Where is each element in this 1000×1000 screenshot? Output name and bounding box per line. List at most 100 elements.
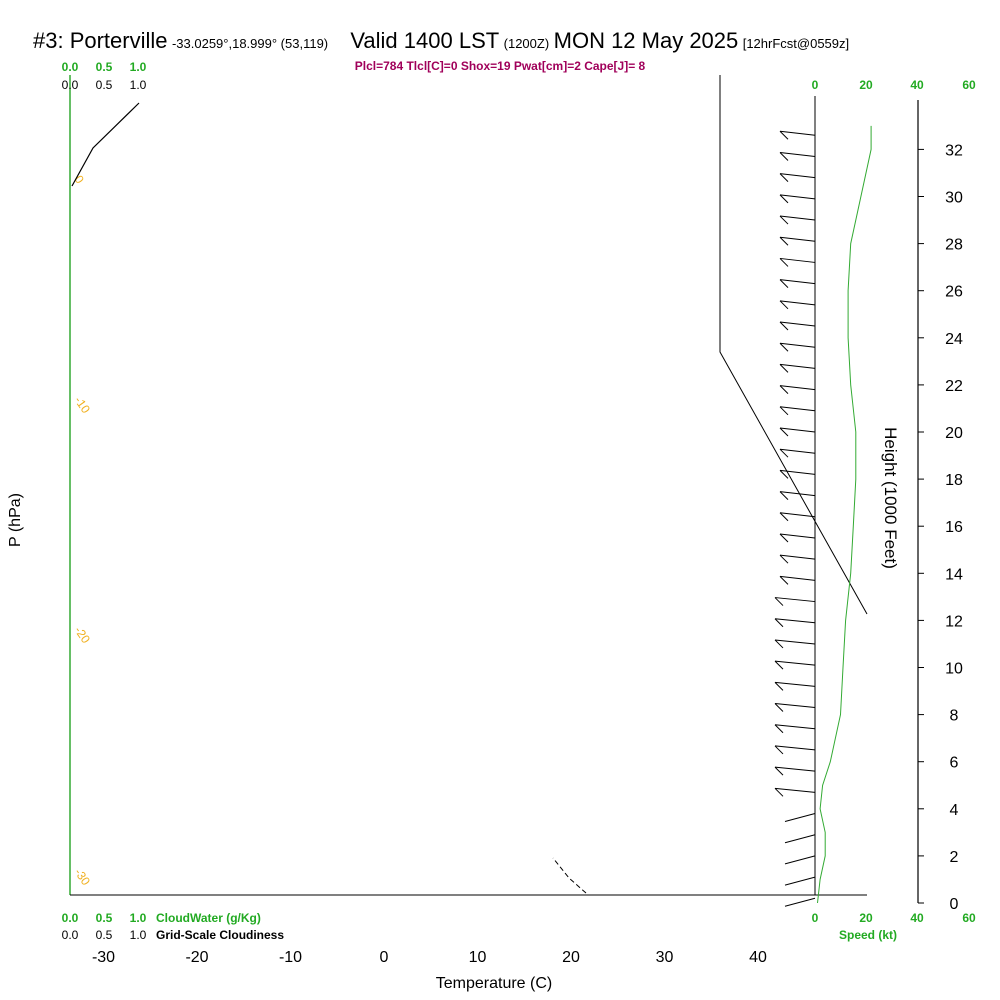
isotherm-label: -20 [72, 624, 94, 647]
speed-tick-bottom: 20 [859, 911, 873, 925]
wind-barb [784, 855, 816, 865]
forecast-info: [12hrFcst@0559z] [742, 36, 850, 51]
cloudwater-tick-bottom: 0.5 [96, 911, 113, 925]
wind-barb-shaft [774, 597, 816, 603]
wind-barb-shaft [779, 469, 816, 475]
cloudiness-tick-bottom: 0.0 [62, 928, 79, 942]
wind-barb-shaft [774, 787, 816, 793]
wind-barb [779, 173, 816, 183]
wind-barb [779, 385, 816, 394]
wind-barb [774, 724, 816, 734]
speed-tick-top: 20 [859, 78, 873, 92]
wind-speed-curve [817, 125, 872, 904]
wind-barb-shaft [779, 151, 816, 157]
wind-barb [784, 876, 816, 886]
wind-barb-shaft [784, 876, 816, 886]
height-tick-label: 20 [945, 425, 963, 442]
speed-tick-bottom: 0 [812, 911, 819, 925]
wind-barb-flag [779, 470, 789, 479]
wind-barb [774, 618, 816, 628]
wind-barb [779, 512, 816, 522]
wind-barb-flag [774, 681, 784, 691]
wind-barb-flag [779, 406, 789, 416]
wind-barb [779, 194, 816, 204]
wind-barb-shaft [779, 279, 816, 285]
wind-barb [779, 321, 816, 331]
wind-barb-flag [774, 703, 784, 712]
cloudwater-tick-bottom: 0.0 [62, 911, 79, 925]
isotherm-label: -10 [72, 394, 94, 417]
x-tick-label: 0 [380, 949, 389, 966]
wind-barb-shaft [779, 512, 816, 518]
wind-barb [779, 279, 816, 288]
wind-barb-shaft [779, 448, 816, 454]
wind-barb-shaft [774, 724, 816, 730]
parcel-path-line [552, 857, 587, 894]
wind-barb-flag [774, 597, 784, 606]
speed-tick-bottom: 60 [962, 911, 976, 925]
wind-barb [779, 215, 816, 225]
wind-barb-shaft [779, 194, 816, 200]
wind-barb [774, 639, 816, 649]
wind-barb [774, 703, 816, 712]
wind-barb [774, 597, 816, 606]
wind-barb-shaft [774, 745, 816, 751]
wind-barb-flag [779, 279, 789, 288]
height-tick-label: 4 [950, 802, 959, 819]
x-tick-label: 40 [749, 949, 767, 966]
wind-barb-flag [779, 554, 789, 564]
wind-barb [779, 236, 816, 246]
wind-barb-shaft [784, 855, 816, 865]
wind-barb-flag [779, 512, 789, 522]
x-tick-label: -30 [92, 949, 115, 966]
cloudiness-tick-bottom: 0.5 [96, 928, 113, 942]
wind-barb-shaft [774, 618, 816, 624]
station-coords: -33.0259°,18.999° (53,119) [171, 36, 329, 51]
wind-barb-flag [779, 152, 789, 161]
cloudwater-tick-top: 0.0 [62, 60, 79, 74]
wind-barb-shaft [779, 575, 816, 581]
wind-barb [774, 787, 816, 797]
height-tick-label: 6 [950, 755, 959, 772]
wind-barb-flag [774, 766, 784, 776]
wind-barb-flag [779, 236, 789, 246]
wind-barb-shaft [774, 681, 816, 687]
wind-barb [784, 813, 816, 822]
wind-barb-flag [779, 427, 789, 437]
wind-barb-flag [774, 724, 784, 734]
height-tick-label: 8 [950, 708, 959, 725]
valid-time: Valid 1400 LST [350, 28, 500, 53]
cloudwater-tick-bottom: 1.0 [130, 911, 147, 925]
wind-barb-flag [774, 660, 784, 670]
cloudiness-tick-bottom: 1.0 [130, 928, 147, 942]
height-tick-label: 16 [945, 519, 963, 536]
wind-barb-shaft [779, 363, 816, 369]
wind-barb [779, 491, 816, 500]
height-tick-label: 0 [950, 896, 959, 913]
wind-barb-shaft [779, 533, 816, 539]
cloudiness-tick-top: 0.5 [96, 78, 113, 92]
x-tick-label: -10 [279, 949, 302, 966]
cloudiness-curve [71, 102, 140, 187]
chart-header: #3: Porterville -33.0259°,18.999° (53,11… [33, 28, 849, 54]
wind-barb [779, 257, 816, 267]
wind-barb-shaft [779, 554, 816, 560]
wind-barb-shaft [779, 236, 816, 242]
y-axis-title: P (hPa) [7, 493, 24, 547]
cloudwater-tick-top: 1.0 [130, 60, 147, 74]
utc-time: (1200Z) [503, 36, 550, 51]
wind-barb [779, 554, 816, 564]
wind-barb [774, 681, 816, 691]
height-tick-label: 30 [945, 190, 963, 207]
wind-barb-shaft [774, 766, 816, 772]
wind-barb-shaft [779, 491, 816, 497]
wind-barb-flag [779, 130, 789, 140]
wind-barb-shaft [774, 660, 816, 666]
wind-barb-shaft [784, 897, 816, 907]
cloudiness-axis-title: Grid-Scale Cloudiness [156, 928, 284, 942]
wind-barb [774, 745, 816, 755]
station-name: #3: Porterville [33, 28, 168, 53]
wind-barb-flag [779, 258, 789, 267]
speed-axis-title: Speed (kt) [839, 928, 897, 942]
